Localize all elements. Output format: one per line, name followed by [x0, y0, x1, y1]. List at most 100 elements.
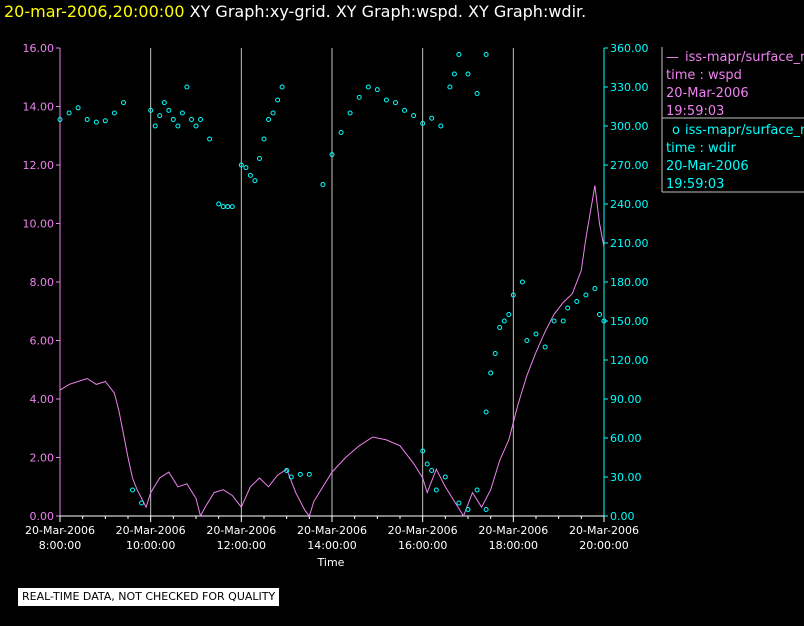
wdir-point — [225, 204, 231, 210]
wspd-line — [59, 185, 605, 518]
wdir-point — [393, 100, 398, 106]
wdir-point — [148, 107, 154, 113]
legend: — iss-mapr/surface_r time : wspd 20-Mar-… — [661, 47, 804, 193]
wdir-point — [306, 471, 312, 477]
wdir-point — [297, 471, 303, 477]
wdir-point — [193, 123, 199, 129]
header-timestamp: 20-mar-2006,20:00:00 — [4, 2, 185, 21]
x-tick-time: 8:00:00 — [39, 539, 81, 552]
x-tick-time: 20:00:00 — [579, 539, 628, 552]
wdir-point — [238, 162, 244, 168]
left-tick-label: 2.00 — [30, 452, 55, 465]
header-title-wspd: XY Graph:wspd. — [335, 2, 463, 21]
wdir-point — [130, 487, 135, 493]
left-tick-label: 12.00 — [23, 159, 55, 172]
wdir-point — [161, 100, 167, 106]
x-tick-date: 20-Mar-2006 — [25, 524, 95, 537]
wdir-point — [284, 468, 290, 473]
wdir-point — [497, 325, 503, 330]
wdir-point — [111, 110, 117, 116]
wdir-point — [198, 117, 203, 122]
wdir-point — [542, 344, 548, 350]
wdir-point — [483, 409, 489, 415]
wdir-point — [189, 117, 194, 122]
wdir-point — [597, 312, 602, 317]
right-tick-label: 30.00 — [610, 471, 642, 484]
right-tick-label: 270.00 — [610, 159, 649, 172]
left-tick-label: 14.00 — [23, 101, 55, 114]
header-title-wdir: XY Graph:wdir. — [468, 2, 587, 21]
right-tick-label: 360.00 — [610, 42, 649, 55]
wdir-point — [429, 115, 435, 121]
x-tick-date: 20-Mar-2006 — [116, 524, 186, 537]
wdir-point — [456, 52, 462, 57]
wdir-point — [433, 487, 439, 493]
wdir-point — [66, 110, 72, 116]
header-title-grid: XY Graph:xy-grid. — [189, 2, 331, 21]
left-tick-label: 16.00 — [23, 42, 55, 55]
wdir-point — [320, 182, 326, 187]
left-tick-label: 8.00 — [30, 276, 55, 289]
wdir-point — [465, 71, 471, 77]
wdir-point — [216, 201, 222, 207]
wdir-point — [510, 292, 516, 298]
wdir-point — [365, 84, 371, 90]
legend-wspd-label: time : wspd — [666, 68, 742, 83]
wdir-point — [456, 500, 462, 506]
wdir-point — [102, 118, 108, 124]
right-tick-label: 60.00 — [610, 432, 642, 445]
wdir-point — [483, 52, 489, 57]
wdir-point — [474, 487, 480, 493]
x-tick-date: 20-Mar-2006 — [388, 524, 458, 537]
wdir-point — [57, 117, 63, 122]
wdir-point — [551, 318, 557, 324]
wdir-point — [565, 305, 571, 311]
wdir-point — [175, 123, 181, 129]
wdir-point — [465, 507, 471, 512]
wdir-point — [560, 318, 566, 324]
x-tick-time: 16:00:00 — [398, 539, 447, 552]
left-tick-label: 0.00 — [30, 510, 55, 523]
wdir-point — [288, 474, 294, 480]
wdir-point — [483, 507, 489, 512]
x-tick-time: 12:00:00 — [217, 539, 266, 552]
legend-wdir-time: 19:59:03 — [666, 177, 724, 192]
quality-notice: REAL-TIME DATA, NOT CHECKED FOR QUALITY — [18, 588, 280, 606]
wdir-point — [207, 136, 213, 142]
legend-wdir-symbol: o — [672, 123, 680, 138]
wdir-point — [429, 468, 435, 473]
legend-wspd-symbol: — — [666, 50, 679, 65]
legend-wdir-label: time : wdir — [666, 141, 737, 156]
wdir-point — [524, 338, 530, 343]
wdir-point — [247, 172, 253, 178]
wdir-point — [474, 91, 480, 96]
wdir-point — [338, 130, 344, 135]
wdir-point — [501, 318, 507, 324]
left-tick-label: 4.00 — [30, 393, 55, 406]
wdir-point — [275, 97, 281, 103]
wdir-point — [93, 119, 99, 125]
x-tick-date: 20-Mar-2006 — [569, 524, 639, 537]
legend-wspd-time: 19:59:03 — [666, 104, 724, 119]
wdir-point — [438, 123, 444, 129]
wdir-point — [488, 370, 494, 376]
wdir-point — [152, 123, 158, 129]
x-tick-time: 10:00:00 — [126, 539, 175, 552]
wdir-point — [447, 84, 453, 90]
legend-wspd-date: 20-Mar-2006 — [666, 86, 749, 101]
x-tick-date: 20-Mar-2006 — [206, 524, 276, 537]
wdir-point — [75, 105, 81, 111]
left-tick-label: 10.00 — [23, 218, 55, 231]
wdir-point — [257, 156, 262, 161]
x-tick-date: 20-Mar-2006 — [478, 524, 548, 537]
wdir-point — [220, 204, 226, 210]
wdir-point — [374, 87, 380, 93]
x-tick-date: 20-Mar-2006 — [297, 524, 367, 537]
right-tick-label: 120.00 — [610, 354, 649, 367]
wdir-point — [170, 117, 176, 122]
wdir-point — [533, 331, 539, 337]
wdir-point — [383, 97, 389, 103]
wdir-point — [424, 461, 430, 467]
wdir-point — [261, 136, 267, 142]
wdir-point — [270, 110, 276, 116]
